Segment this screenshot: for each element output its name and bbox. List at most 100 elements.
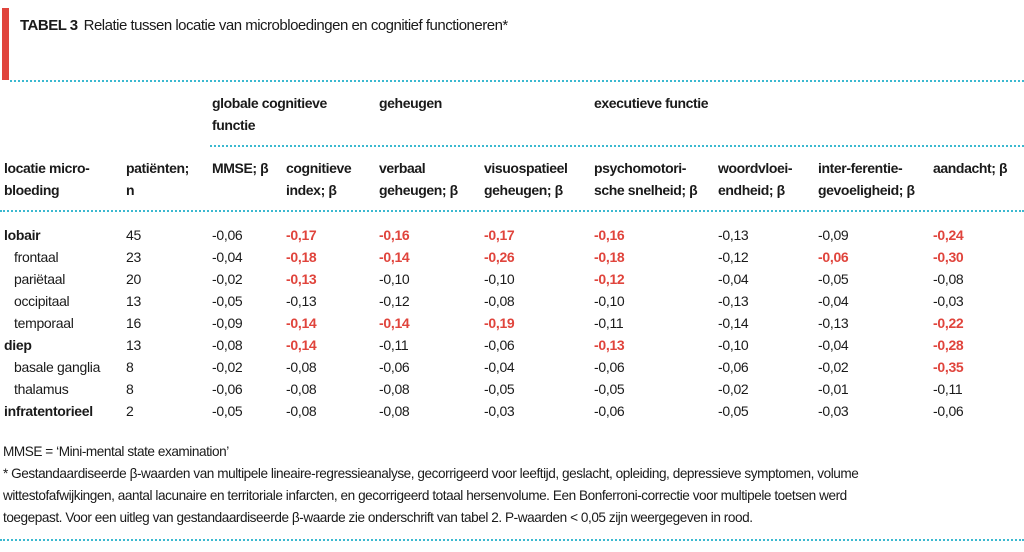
beta-value: -0,14 bbox=[379, 249, 410, 265]
beta-value: -0,01 bbox=[818, 381, 849, 397]
row-label: thalamus bbox=[14, 381, 69, 397]
divider-bottom bbox=[0, 539, 1024, 541]
beta-value: -0,06 bbox=[379, 359, 410, 375]
beta-value: -0,14 bbox=[379, 315, 410, 331]
beta-value: -0,22 bbox=[933, 315, 964, 331]
beta-value: -0,04 bbox=[484, 359, 515, 375]
table-caption: Relatie tussen locatie van microbloeding… bbox=[83, 17, 509, 34]
beta-value: -0,08 bbox=[379, 403, 410, 419]
patient-count: 16 bbox=[126, 315, 141, 331]
beta-value: -0,17 bbox=[286, 227, 317, 243]
footnote-line-1: * Gestandaardiseerde β-waarden van multi… bbox=[3, 466, 859, 481]
beta-value: -0,08 bbox=[484, 293, 515, 309]
beta-value: -0,11 bbox=[379, 337, 409, 353]
row-label: pariëtaal bbox=[14, 271, 66, 287]
beta-value: -0,10 bbox=[594, 293, 625, 309]
beta-value: -0,24 bbox=[933, 227, 964, 243]
beta-value: -0,06 bbox=[484, 337, 515, 353]
patient-count: 23 bbox=[126, 249, 141, 265]
beta-value: -0,18 bbox=[286, 249, 317, 265]
beta-value: -0,08 bbox=[286, 359, 317, 375]
beta-value: -0,09 bbox=[818, 227, 849, 243]
column-header: locatie micro-bloeding bbox=[4, 160, 90, 198]
footnote-line-3: toegepast. Voor een uitleg van gestandaa… bbox=[3, 510, 753, 525]
beta-value: -0,05 bbox=[484, 381, 515, 397]
beta-value: -0,13 bbox=[718, 293, 749, 309]
beta-value: -0,13 bbox=[718, 227, 749, 243]
column-header: cognitieve index; β bbox=[286, 160, 352, 198]
row-label: infratentorieel bbox=[4, 403, 93, 419]
group-header-executive: executieve functie bbox=[594, 95, 709, 111]
beta-value: -0,17 bbox=[484, 227, 515, 243]
beta-value: -0,03 bbox=[484, 403, 515, 419]
beta-value: -0,02 bbox=[212, 271, 243, 287]
beta-value: -0,06 bbox=[933, 403, 964, 419]
patient-count: 8 bbox=[126, 381, 134, 397]
beta-value: -0,13 bbox=[286, 271, 317, 287]
beta-value: -0,13 bbox=[286, 293, 317, 309]
beta-value: -0,03 bbox=[933, 293, 964, 309]
beta-value: -0,14 bbox=[286, 337, 317, 353]
row-label: occipitaal bbox=[14, 293, 70, 309]
beta-value: -0,05 bbox=[818, 271, 849, 287]
column-header: visuospatieel geheugen; β bbox=[484, 160, 568, 198]
column-header: MMSE; β bbox=[212, 160, 269, 176]
beta-value: -0,03 bbox=[818, 403, 849, 419]
beta-value: -0,13 bbox=[594, 337, 625, 353]
beta-value: -0,10 bbox=[379, 271, 410, 287]
group-header-global: globale cognitieve functie bbox=[212, 95, 327, 133]
beta-value: -0,08 bbox=[212, 337, 243, 353]
beta-value: -0,35 bbox=[933, 359, 964, 375]
beta-value: -0,13 bbox=[818, 315, 849, 331]
beta-value: -0,04 bbox=[718, 271, 749, 287]
row-label: temporaal bbox=[14, 315, 74, 331]
beta-value: -0,16 bbox=[594, 227, 625, 243]
beta-value: -0,14 bbox=[718, 315, 749, 331]
beta-value: -0,08 bbox=[286, 403, 317, 419]
beta-value: -0,08 bbox=[379, 381, 410, 397]
table-label: TABEL 3 bbox=[20, 17, 78, 34]
patient-count: 8 bbox=[126, 359, 134, 375]
column-header: patiënten; n bbox=[126, 160, 189, 198]
beta-value: -0,02 bbox=[212, 359, 243, 375]
beta-value: -0,08 bbox=[286, 381, 317, 397]
beta-value: -0,02 bbox=[718, 381, 749, 397]
patient-count: 45 bbox=[126, 227, 141, 243]
beta-value: -0,08 bbox=[933, 271, 964, 287]
beta-value: -0,12 bbox=[718, 249, 749, 265]
beta-value: -0,28 bbox=[933, 337, 964, 353]
beta-value: -0,06 bbox=[718, 359, 749, 375]
footnote-line-2: wittestofafwijkingen, aantal lacunaire e… bbox=[3, 488, 847, 503]
column-header: aandacht; β bbox=[933, 160, 1008, 176]
column-header: woordvloei-endheid; β bbox=[718, 160, 793, 198]
column-header: psychomotori-sche snelheid; β bbox=[594, 160, 698, 198]
beta-value: -0,11 bbox=[594, 315, 624, 331]
table-title: TABEL 3 Relatie tussen locatie van microb… bbox=[20, 17, 508, 34]
patient-count: 20 bbox=[126, 271, 141, 287]
beta-value: -0,11 bbox=[933, 381, 963, 397]
column-header: verbaal geheugen; β bbox=[379, 160, 458, 198]
divider-groups bbox=[210, 145, 1024, 147]
beta-value: -0,06 bbox=[212, 381, 243, 397]
beta-value: -0,09 bbox=[212, 315, 243, 331]
beta-value: -0,05 bbox=[212, 403, 243, 419]
beta-value: -0,16 bbox=[379, 227, 410, 243]
row-label: diep bbox=[4, 337, 32, 353]
patient-count: 2 bbox=[126, 403, 134, 419]
beta-value: -0,05 bbox=[594, 381, 625, 397]
beta-value: -0,04 bbox=[818, 337, 849, 353]
title-accent-bar bbox=[2, 8, 9, 80]
beta-value: -0,12 bbox=[379, 293, 410, 309]
beta-value: -0,05 bbox=[212, 293, 243, 309]
beta-value: -0,14 bbox=[286, 315, 317, 331]
divider-header bbox=[0, 210, 1024, 212]
beta-value: -0,06 bbox=[594, 403, 625, 419]
beta-value: -0,10 bbox=[718, 337, 749, 353]
beta-value: -0,19 bbox=[484, 315, 515, 331]
beta-value: -0,06 bbox=[212, 227, 243, 243]
beta-value: -0,12 bbox=[594, 271, 625, 287]
beta-value: -0,30 bbox=[933, 249, 964, 265]
patient-count: 13 bbox=[126, 293, 141, 309]
beta-value: -0,05 bbox=[718, 403, 749, 419]
beta-value: -0,06 bbox=[818, 249, 849, 265]
